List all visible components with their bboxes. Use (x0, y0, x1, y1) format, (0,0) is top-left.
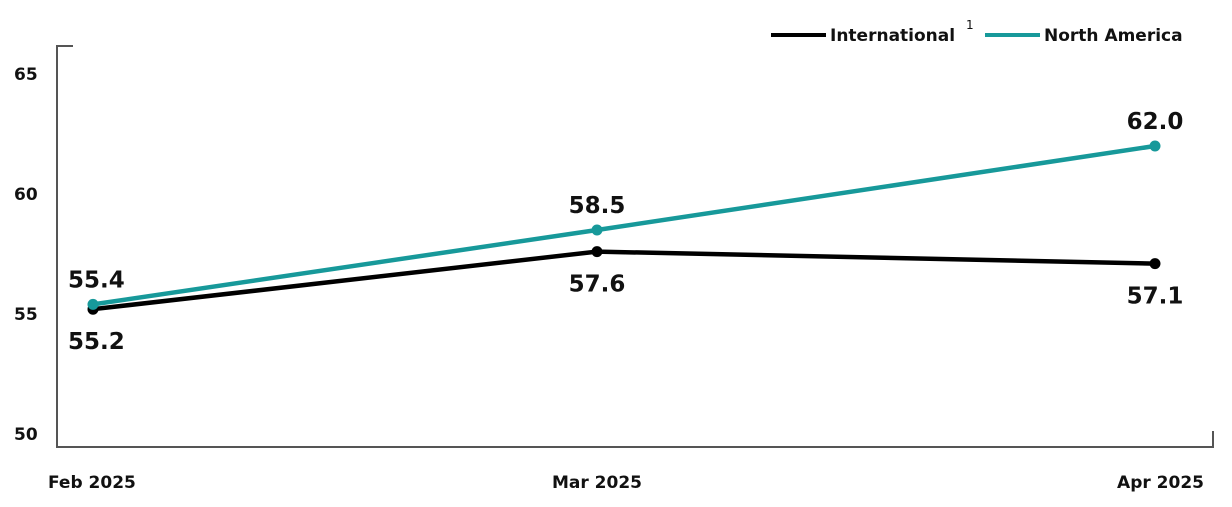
data-label-north-america: 62.0 (1127, 109, 1184, 135)
data-label-international: 55.2 (68, 329, 125, 355)
x-tick-label: Apr 2025 (1117, 473, 1204, 493)
data-point-international (591, 246, 603, 258)
y-tick-label: 50 (14, 425, 38, 445)
data-label-north-america: 58.5 (569, 193, 626, 219)
data-label-north-america: 55.4 (68, 267, 125, 293)
data-label-international: 57.1 (1127, 284, 1184, 310)
legend-label-international: International (830, 26, 955, 46)
axes (56, 45, 1214, 448)
data-point-international (1149, 258, 1161, 270)
data-point-north-america (1149, 140, 1161, 152)
legend-label-north-america: North America (1044, 26, 1183, 46)
legend-superscript-international: 1 (966, 18, 974, 32)
data-point-north-america (87, 298, 99, 310)
axis-frame (56, 45, 1214, 448)
x-tick-label: Feb 2025 (48, 473, 136, 493)
x-tick-labels: Feb 2025 Mar 2025 Apr 2025 (48, 473, 1204, 493)
y-tick-label: 65 (14, 65, 38, 85)
data-label-international: 57.6 (569, 272, 626, 298)
x-tick-label: Mar 2025 (552, 473, 642, 493)
y-tick-label: 60 (14, 185, 38, 205)
y-tick-labels: 50 55 60 65 (14, 65, 38, 445)
y-tick-label: 55 (14, 305, 38, 325)
data-labels: 55.2 57.6 57.1 55.4 58.5 62.0 (68, 109, 1183, 355)
legend: International 1 North America (771, 18, 1183, 46)
series-lines (87, 140, 1161, 315)
data-point-north-america (591, 224, 603, 236)
